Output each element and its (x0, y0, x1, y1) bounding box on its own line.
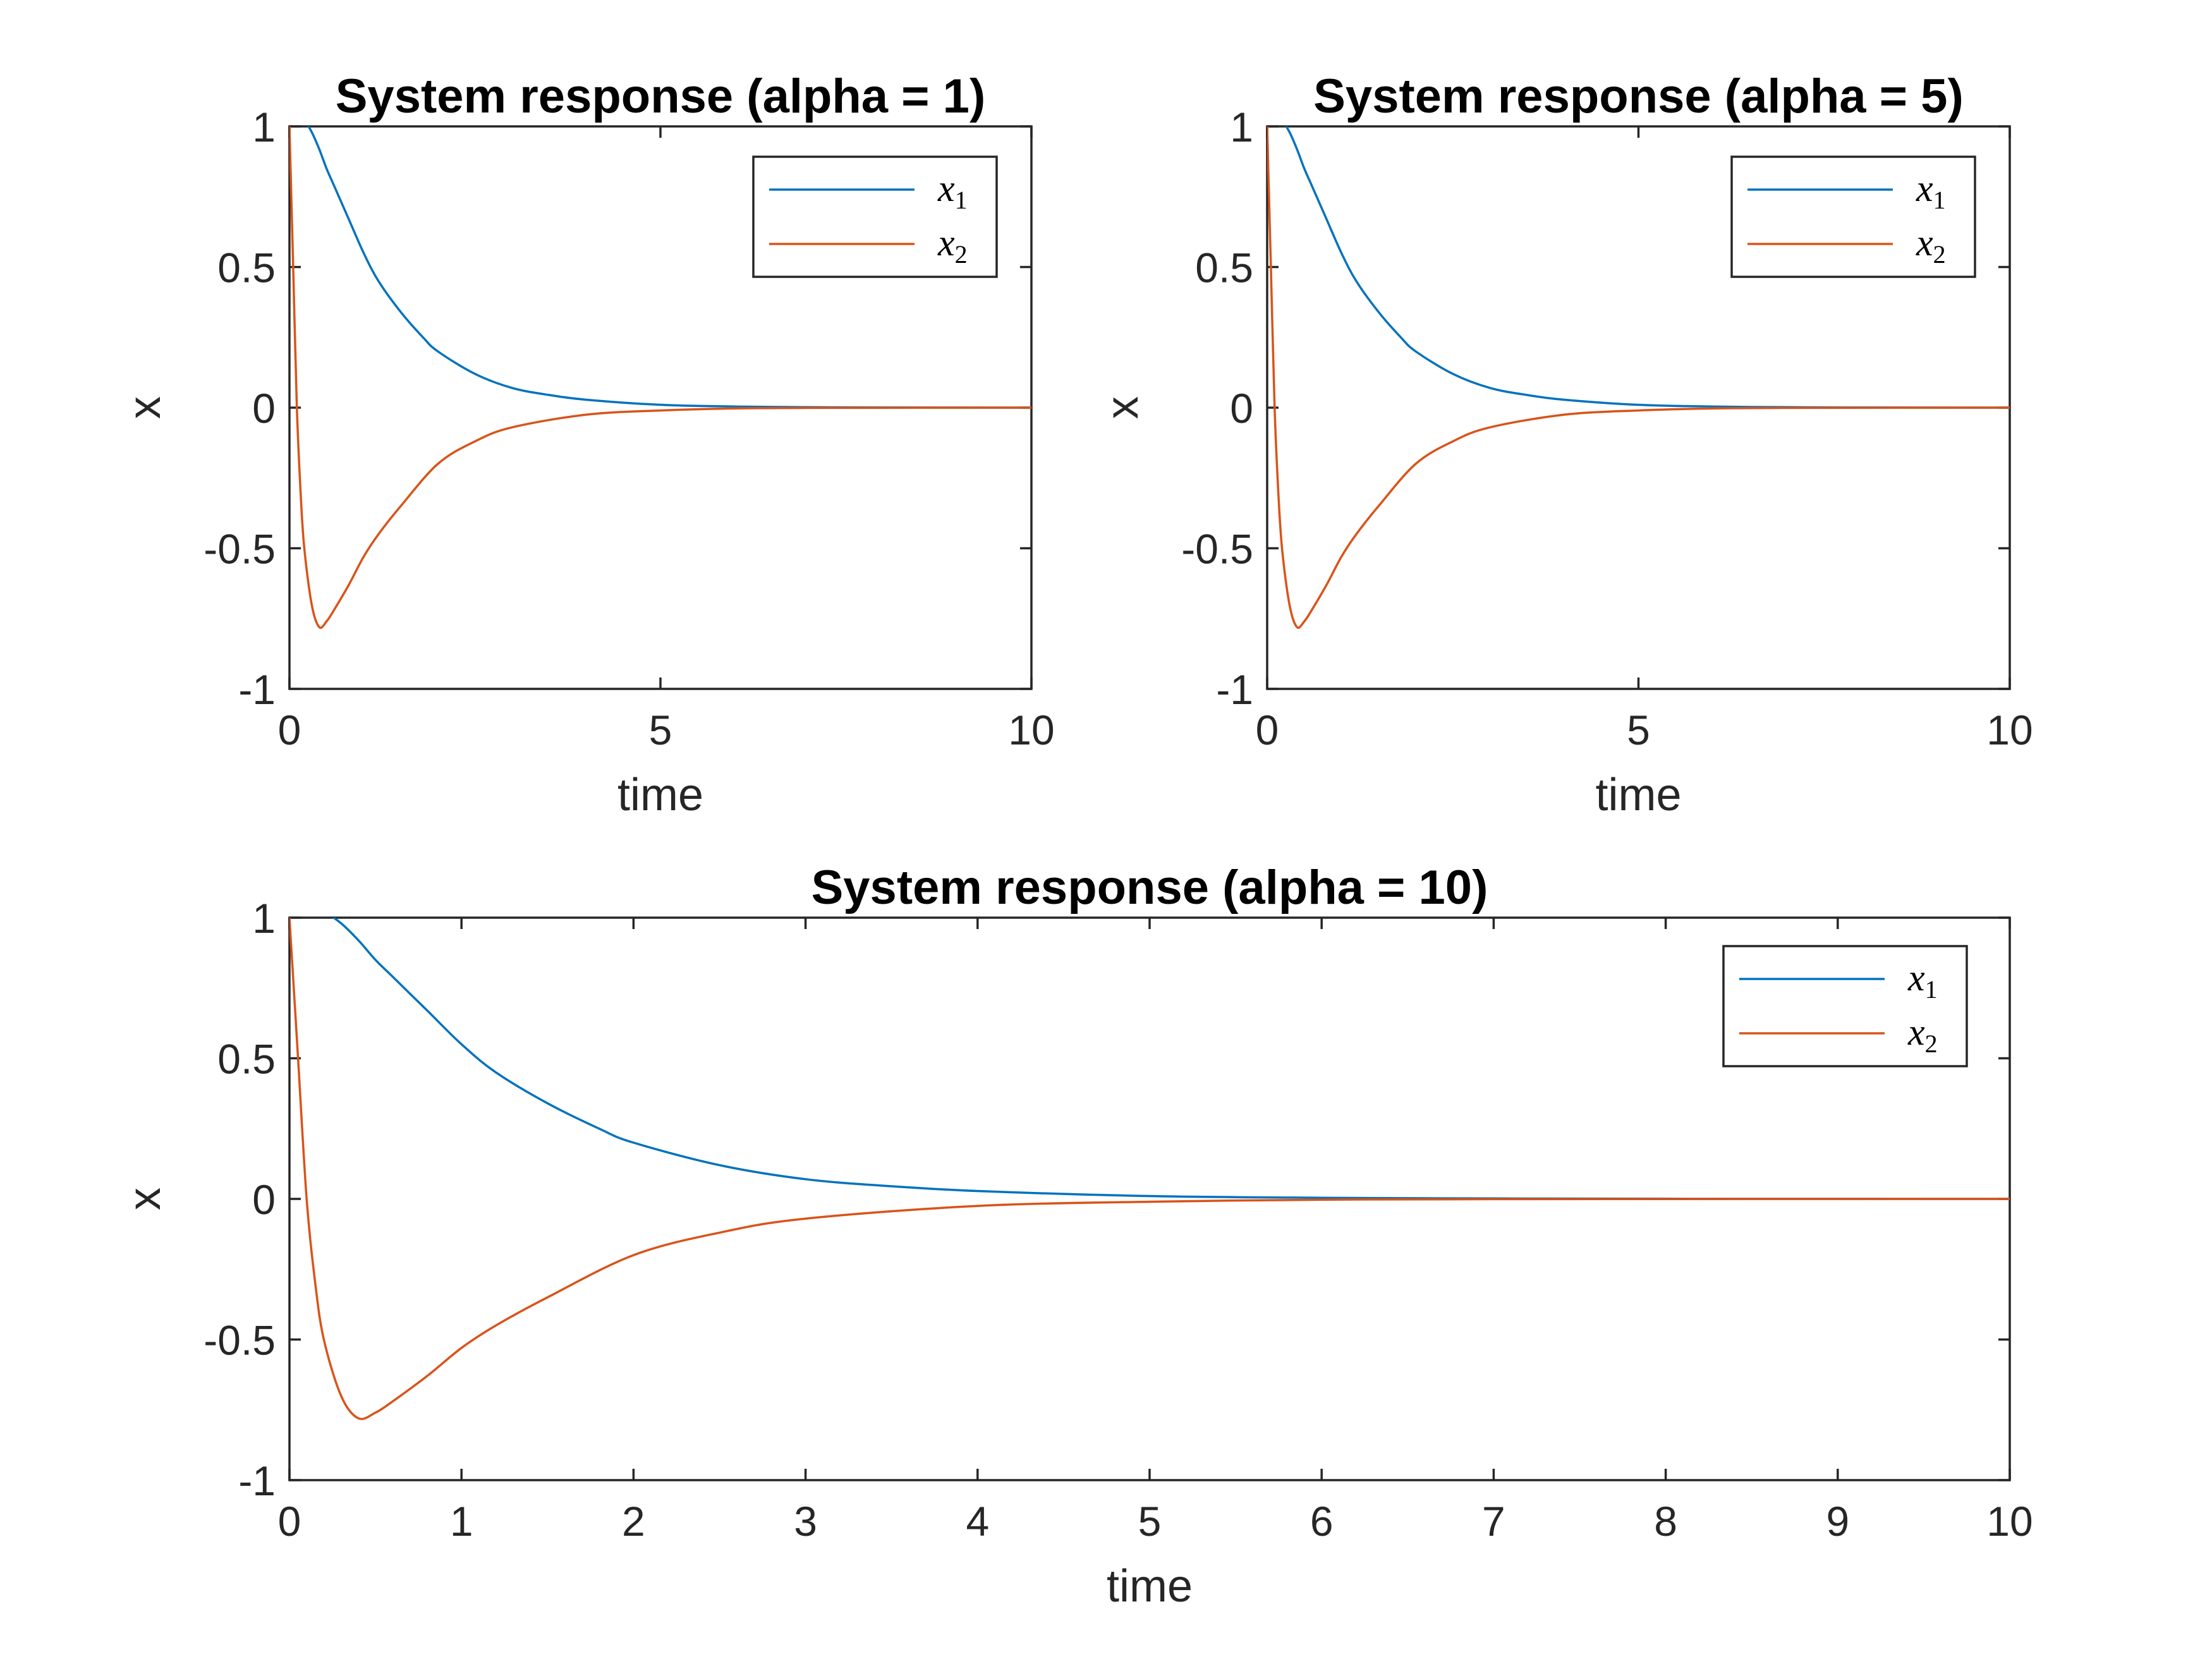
y-tick-label: 0 (252, 1176, 276, 1223)
y-tick-label: 1 (1230, 104, 1253, 150)
legend-label-base: x (937, 167, 955, 209)
legend-label-x2: x2 (1907, 1011, 1938, 1058)
chart-panel-1: 0 5 10 -1 -0.5 0 0.5 1 System response (alpha = … (119, 70, 1055, 820)
y-tick-label: 0.5 (217, 1036, 276, 1083)
y-axis-label: x (1097, 396, 1148, 419)
chart-title: System response (alpha = 1) (336, 70, 986, 123)
x-tick-label: 10 (1986, 707, 2033, 753)
x-tick-label: 10 (1008, 707, 1054, 753)
y-tick-label: -1 (238, 1457, 276, 1504)
legend-label-subscript: 1 (955, 186, 968, 214)
y-tick-label: -1 (238, 666, 276, 713)
legend-box (1722, 945, 1968, 1067)
x-tick-label: 9 (1826, 1498, 1849, 1545)
x-tick-label: 2 (622, 1498, 645, 1545)
y-tick-label: 0.5 (217, 245, 276, 291)
y-tick-label: 0 (1230, 385, 1253, 432)
legend-label-subscript: 2 (1933, 240, 1946, 269)
legend-label-x1: x1 (1907, 957, 1938, 1004)
legend-label-x2: x2 (1916, 222, 1946, 269)
chart-title: System response (alpha = 10) (811, 861, 1488, 915)
series-line-x1 (289, 126, 1031, 409)
x-tick-label: 1 (450, 1498, 473, 1545)
legend-label-subscript: 2 (1925, 1030, 1938, 1058)
legend-label-base: x (1916, 222, 1933, 264)
y-axis-label: x (119, 396, 170, 419)
x-tick-label: 0 (1256, 707, 1279, 753)
x-tick-label: 6 (1310, 1498, 1334, 1545)
legend-label-x2: x2 (937, 222, 968, 269)
x-axis-label: time (1595, 770, 1681, 820)
y-tick-label: -0.5 (204, 1317, 276, 1364)
series-line-x2 (1267, 126, 2010, 629)
chart-panel-2: 0 5 10 -1 -0.5 0 0.5 1 System response (alpha = … (1097, 70, 2033, 820)
x-axis-label: time (1107, 1561, 1193, 1612)
legend-label-base: x (937, 222, 955, 264)
series-line-x2 (289, 126, 1031, 629)
legend-label-subscript: 2 (955, 240, 968, 269)
y-tick-label: -1 (1216, 666, 1253, 713)
x-tick-label: 8 (1654, 1498, 1677, 1545)
series-line-x2 (289, 918, 2010, 1420)
y-tick-label: -0.5 (1181, 526, 1253, 573)
y-tick-label: 0.5 (1195, 245, 1253, 291)
x-tick-label: 0 (278, 1498, 301, 1545)
legend-box (752, 155, 998, 278)
y-tick-label: 1 (252, 104, 276, 150)
x-tick-label: 5 (649, 707, 672, 753)
legend-label-subscript: 1 (1933, 186, 1946, 214)
legend-label-x1: x1 (937, 167, 968, 214)
chart-title: System response (alpha = 5) (1313, 70, 1964, 123)
y-tick-label: -0.5 (204, 526, 276, 573)
x-tick-label: 5 (1627, 707, 1650, 753)
legend-label-x1: x1 (1916, 167, 1946, 214)
y-axis-label: x (119, 1188, 170, 1210)
legend-label-base: x (1916, 167, 1933, 209)
legend-label-base: x (1907, 1011, 1925, 1053)
legend-label-subscript: 1 (1925, 975, 1938, 1004)
x-tick-label: 10 (1986, 1498, 2033, 1545)
series-line-x1 (1267, 126, 2010, 409)
x-tick-label: 7 (1482, 1498, 1505, 1545)
x-tick-label: 4 (966, 1498, 989, 1545)
x-tick-label: 0 (278, 707, 301, 753)
y-tick-label: 1 (252, 895, 276, 942)
legend-label-base: x (1907, 957, 1925, 999)
x-tick-label: 3 (794, 1498, 817, 1545)
y-tick-label: 0 (252, 385, 276, 432)
x-axis-label: time (617, 770, 703, 820)
x-tick-label: 5 (1138, 1498, 1162, 1545)
chart-panel-3: 0 1 2 3 4 5 6 7 8 9 10 -1 -0.5 0 0.5 1 System response (… (119, 861, 2033, 1612)
legend-box (1730, 155, 1976, 278)
